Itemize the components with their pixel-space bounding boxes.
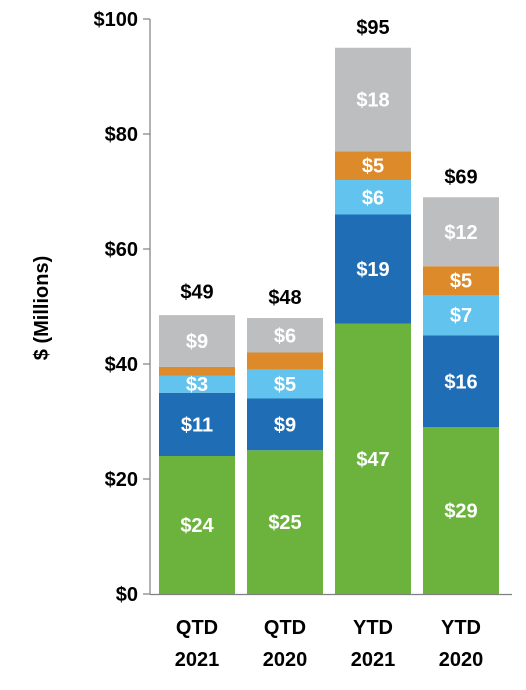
segment-value-label: $19 [356, 259, 389, 281]
bar-segment [335, 47, 411, 152]
segment-value-label: $29 [444, 501, 477, 523]
y-tick-label: $40 [105, 354, 138, 376]
x-tick-label: 2020 [263, 649, 308, 671]
bar-segment [247, 352, 323, 370]
segment-value-label: $6 [274, 325, 296, 347]
y-axis: $0 $20 $40 $60 $80 $100 [94, 9, 151, 606]
segment-value-label: $9 [274, 414, 296, 436]
bar-segment [423, 266, 499, 295]
bar-segment [247, 398, 323, 451]
y-tick-label: $80 [105, 124, 138, 146]
bar-segment [247, 450, 323, 594]
x-tick-label: 2021 [175, 649, 220, 671]
x-tick-label: 2021 [351, 649, 396, 671]
x-tick-label: 2020 [439, 649, 484, 671]
bar-segment [335, 180, 411, 215]
segment-value-label: $18 [356, 90, 389, 112]
bar-total-label: $49 [180, 281, 213, 303]
y-tick-label: $0 [116, 584, 138, 606]
x-tick-label: YTD [353, 617, 393, 639]
bars: $24 $11 $3 $9 $49 $25 $9 $5 $6 $48 $47 $19 $6 $5 $18 $9… [159, 17, 499, 594]
bar-segment [159, 315, 235, 367]
segment-value-label: $25 [268, 512, 301, 534]
bar-segment [247, 318, 323, 353]
bar-segment [335, 151, 411, 180]
bar-segment [335, 214, 411, 324]
bar-segment [335, 323, 411, 594]
segment-value-label: $6 [362, 187, 384, 209]
segment-value-label: $5 [450, 271, 472, 293]
segment-value-label: $5 [274, 374, 296, 396]
segment-value-label: $11 [181, 414, 213, 436]
y-tick-label: $20 [105, 469, 138, 491]
bar-segment [423, 335, 499, 428]
segment-value-label: $7 [450, 305, 472, 327]
bar-segment [423, 197, 499, 267]
x-axis: QTD 2021 QTD 2020 YTD 2021 YTD 2020 [150, 593, 512, 671]
bar-total-label: $69 [444, 166, 477, 188]
bar-segment [423, 427, 499, 594]
bar-segment [159, 366, 235, 376]
x-tick-label: YTD [441, 617, 481, 639]
y-axis-title: $ (Millions) [31, 256, 53, 360]
segment-value-label: $3 [186, 374, 208, 396]
segment-value-label: $5 [362, 156, 384, 178]
bar-segment [159, 456, 235, 594]
bar-segment [159, 375, 235, 393]
bar-total-label: $95 [356, 17, 389, 39]
y-tick-label: $100 [94, 9, 139, 31]
segment-value-label: $16 [444, 371, 477, 393]
bar-total-label: $48 [268, 287, 301, 309]
bar-segment [159, 392, 235, 456]
bar-segment [247, 369, 323, 399]
x-tick-label: QTD [176, 617, 218, 639]
x-tick-label: QTD [264, 617, 306, 639]
bar-segment [423, 295, 499, 336]
segment-value-label: $47 [356, 449, 389, 471]
segment-value-label: $24 [180, 515, 214, 537]
segment-value-label: $12 [444, 222, 477, 244]
y-tick-label: $60 [105, 239, 138, 261]
segment-value-label: $9 [186, 331, 208, 353]
